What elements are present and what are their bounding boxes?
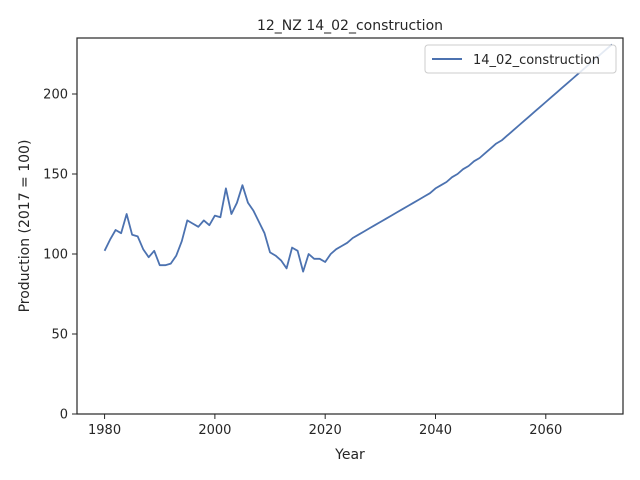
x-tick-label: 2060 xyxy=(529,423,562,438)
series-line-0 xyxy=(103,43,613,273)
x-tick-label: 1980 xyxy=(88,423,121,438)
y-tick-label: 100 xyxy=(43,248,68,263)
x-tick-label: 2000 xyxy=(198,423,231,438)
legend-label: 14_02_construction xyxy=(473,53,600,68)
legend-box xyxy=(424,44,617,74)
x-tick-label: 2020 xyxy=(309,423,342,438)
y-tick-label: 0 xyxy=(60,408,68,423)
chart-title: 12_NZ 14_02_construction xyxy=(257,18,443,34)
plot-frame xyxy=(76,37,624,415)
y-axis-ticks: 0 50 100 150 200 xyxy=(43,88,77,423)
series-layer xyxy=(103,43,613,273)
y-tick-label: 200 xyxy=(43,88,68,103)
y-axis-label: Production (2017 = 100) xyxy=(17,140,33,313)
x-axis-ticks: 1980 2000 2020 2040 2060 xyxy=(88,414,562,438)
y-tick-label: 150 xyxy=(43,168,68,183)
x-axis-label: Year xyxy=(334,447,365,463)
x-tick-label: 2040 xyxy=(419,423,452,438)
y-tick-label: 50 xyxy=(51,328,68,343)
legend: 14_02_construction xyxy=(424,44,617,74)
